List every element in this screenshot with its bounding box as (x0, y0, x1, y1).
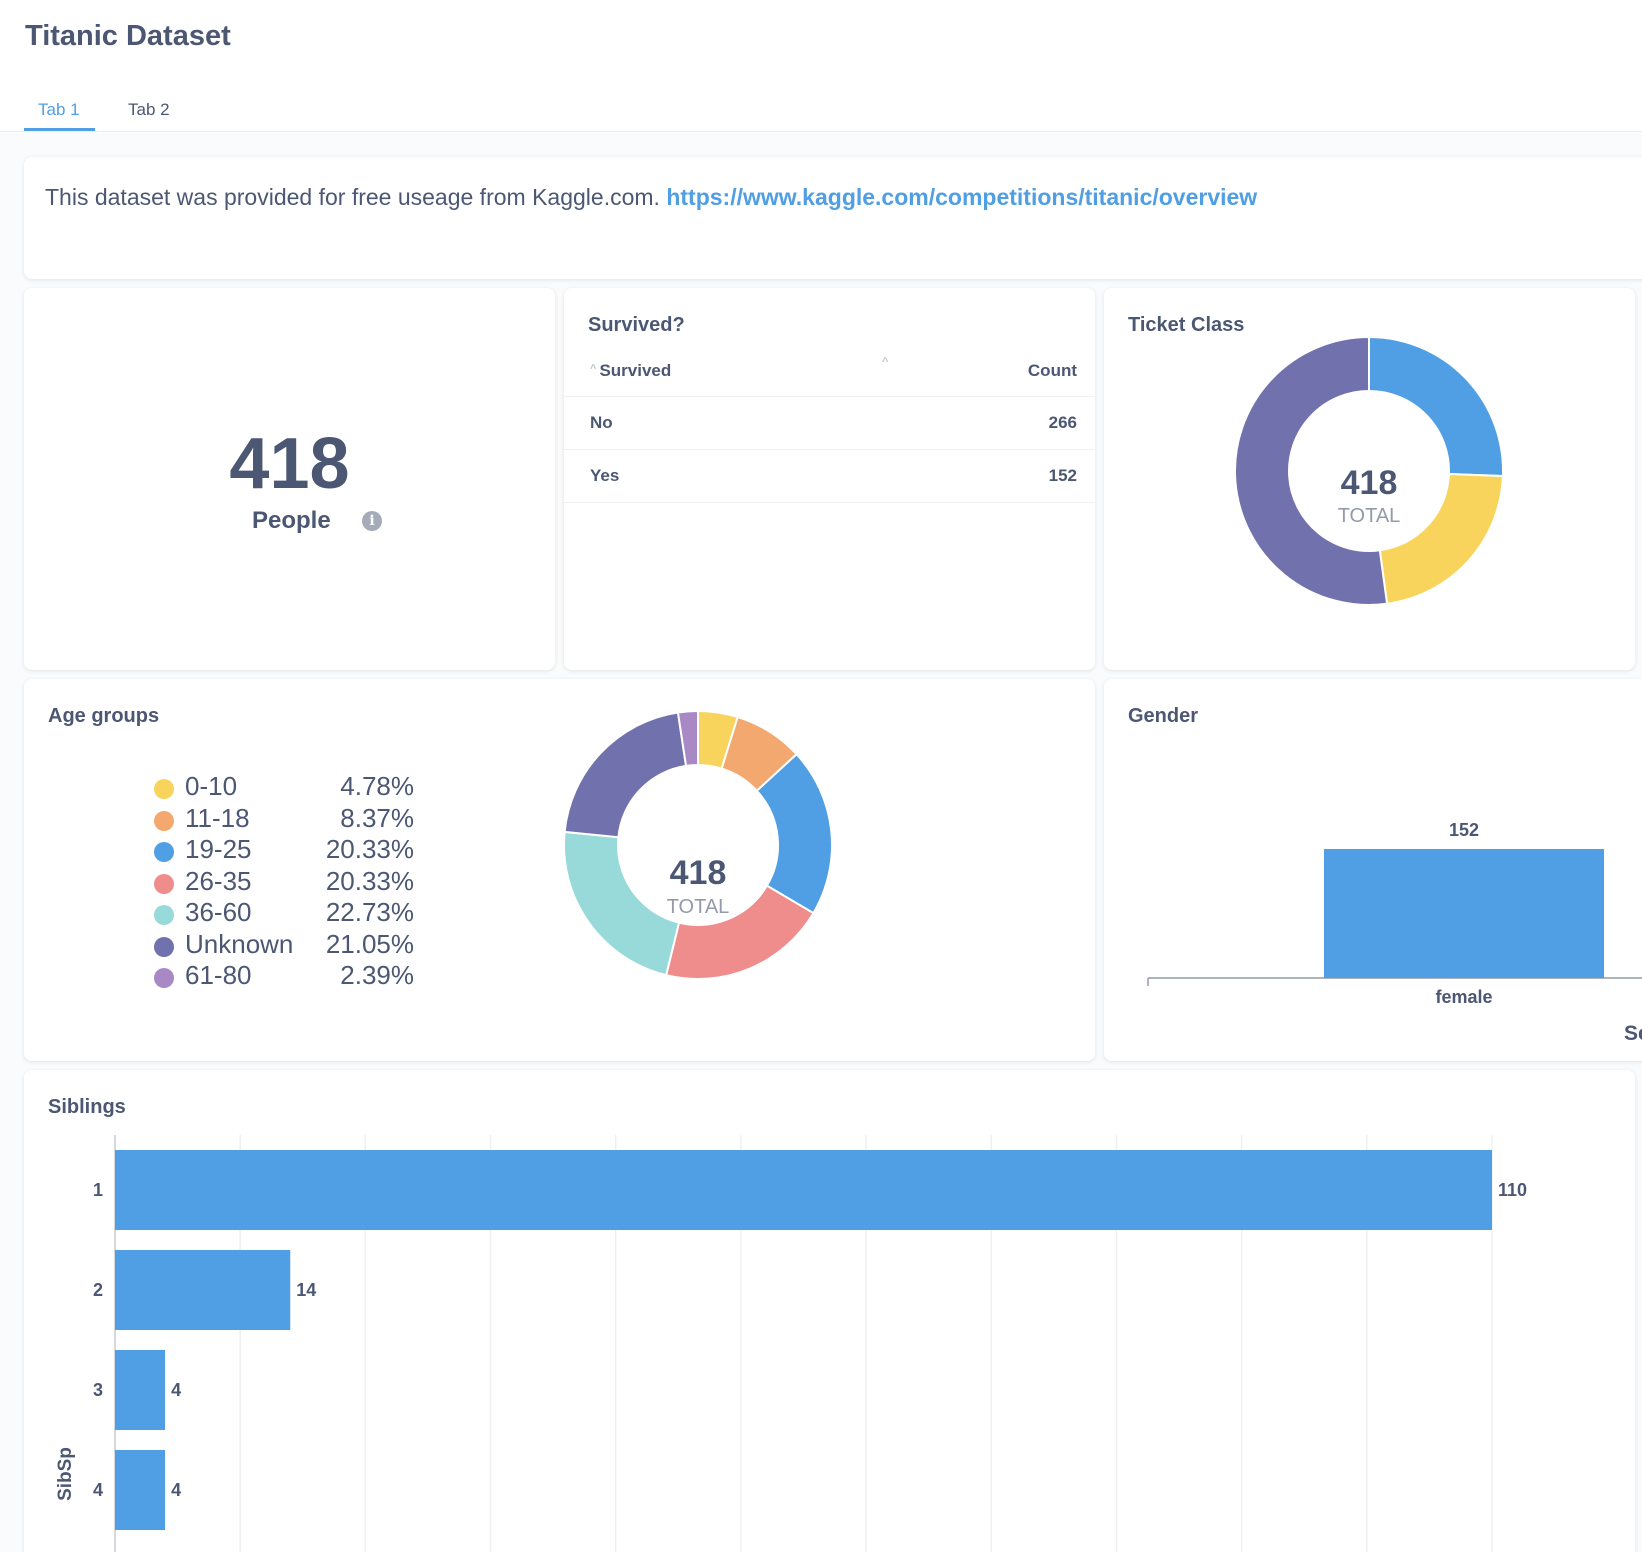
table-row: No 266 (564, 396, 1095, 450)
survived-card-title[interactable]: Survived? (588, 314, 685, 336)
age-groups-donut (563, 709, 833, 980)
sort-caret-icon: ^ (882, 356, 889, 368)
siblings-bar-3[interactable] (115, 1350, 166, 1430)
legend-item[interactable]: 26-35 20.33% (154, 866, 414, 898)
text-card-body: This dataset was provided for free useag… (45, 184, 1257, 211)
age-groups-card: Age groups 0-10 4.78% 11-18 8.37% 19-25 20.… (24, 679, 1095, 1061)
siblings-bar-value: 14 (296, 1280, 316, 1300)
legend-dot (154, 810, 174, 831)
age-legend: 0-10 4.78% 11-18 8.37% 19-25 20.33% 26-35 20… (154, 771, 414, 992)
siblings-chart: 110 1 14 2 4 3 4 4 SibSp (55, 1135, 1527, 1552)
ticket-class-donut (1234, 335, 1504, 606)
ticket-class-card: Ticket Class 418 TOTAL (1104, 288, 1635, 670)
survived-table: ^ Survived ^ Count No 266 Yes 152 (564, 346, 1095, 503)
donut-total-value: 418 (1341, 464, 1398, 502)
table-row: Yes 152 (564, 449, 1095, 503)
legend-item[interactable]: 36-60 22.73% (154, 897, 414, 929)
table-header-row: ^ Survived ^ Count (564, 346, 1095, 397)
gender-x-label: female (1435, 987, 1492, 1007)
siblings-bar-value: 4 (171, 1480, 181, 1500)
siblings-bar-1[interactable] (115, 1150, 1492, 1230)
legend-dot (154, 873, 174, 894)
donut-segment-2[interactable] (1378, 472, 1504, 605)
donut-total-value: 418 (670, 854, 727, 892)
donut-segment-unknown[interactable] (563, 711, 688, 839)
legend-item[interactable]: 61-80 2.39% (154, 960, 414, 992)
dashboard-header: Titanic Dataset Tab 1 Tab 2 (0, 0, 1642, 132)
survived-card: Survived? ^ Survived ^ Count No 266 Yes 15… (564, 288, 1095, 670)
page-title: Titanic Dataset (25, 20, 231, 52)
people-count: 418 (229, 424, 350, 504)
legend-item[interactable]: 11-18 8.37% (154, 803, 414, 835)
legend-item[interactable]: 0-10 4.78% (154, 771, 414, 803)
siblings-tick-label: 2 (93, 1280, 103, 1300)
text-card: This dataset was provided for free useag… (24, 157, 1642, 279)
table-cell: Yes (564, 449, 891, 503)
age-groups-title[interactable]: Age groups (48, 705, 160, 727)
legend-dot (154, 842, 174, 862)
ticket-class-chart: 418 TOTAL (1234, 335, 1504, 606)
people-card[interactable]: 418 People i (24, 288, 555, 670)
active-tab-indicator (24, 128, 95, 131)
donut-segment-61-80[interactable] (676, 709, 699, 768)
siblings-card: Siblings 110 1 14 2 4 3 4 4 SibSp (24, 1070, 1635, 1552)
gender-axis-title: Se (1624, 1022, 1642, 1045)
legend-item[interactable]: Unknown 21.05% (154, 929, 414, 961)
siblings-tick-label: 4 (93, 1480, 103, 1500)
tab-1[interactable]: Tab 1 (38, 100, 80, 119)
donut-total-label: TOTAL (1338, 505, 1401, 527)
legend-dot (154, 936, 174, 957)
column-header-count[interactable]: Count (890, 346, 1095, 397)
legend-dot (154, 968, 174, 988)
siblings-title[interactable]: Siblings (48, 1096, 126, 1118)
siblings-bar-value: 4 (171, 1380, 181, 1400)
gender-title[interactable]: Gender (1128, 705, 1199, 727)
donut-segment-1[interactable] (1368, 335, 1504, 478)
people-label: People (252, 507, 331, 534)
donut-segment-3[interactable] (1234, 335, 1389, 606)
siblings-bar-2[interactable] (115, 1250, 291, 1330)
donut-segment-36-60[interactable] (563, 830, 681, 977)
siblings-tick-label: 3 (93, 1380, 103, 1400)
gender-chart: 152 female Se (1147, 820, 1642, 1045)
siblings-bar-value: 110 (1498, 1180, 1527, 1200)
legend-item[interactable]: 19-25 20.33% (154, 834, 414, 866)
legend-dot (154, 905, 174, 925)
legend-dot (154, 779, 174, 799)
siblings-bar-4[interactable] (115, 1450, 166, 1530)
info-icon[interactable]: i (362, 511, 382, 531)
column-header-survived[interactable]: ^ Survived ^ (564, 346, 891, 397)
siblings-y-axis-title: SibSp (55, 1447, 76, 1501)
siblings-bars: 110 1 14 2 4 3 4 4 (93, 1150, 1527, 1530)
tab-2[interactable]: Tab 2 (128, 100, 170, 119)
gender-card: Gender 152 female Se (1104, 679, 1642, 1061)
ticket-class-title[interactable]: Ticket Class (1128, 314, 1245, 336)
table-cell: 266 (890, 396, 1095, 450)
table-cell: No (564, 396, 891, 450)
siblings-tick-label: 1 (93, 1180, 103, 1200)
kaggle-link[interactable]: https://www.kaggle.com/competitions/tita… (666, 184, 1258, 210)
table-cell: 152 (890, 449, 1095, 503)
sort-caret-icon: ^ (590, 362, 597, 375)
age-groups-chart: 418 TOTAL (563, 709, 833, 980)
text-card-text: This dataset was provided for free useag… (45, 184, 667, 210)
gender-bar-female[interactable] (1324, 849, 1604, 978)
gender-bar-value: 152 (1449, 820, 1479, 840)
donut-total-label: TOTAL (667, 896, 730, 918)
